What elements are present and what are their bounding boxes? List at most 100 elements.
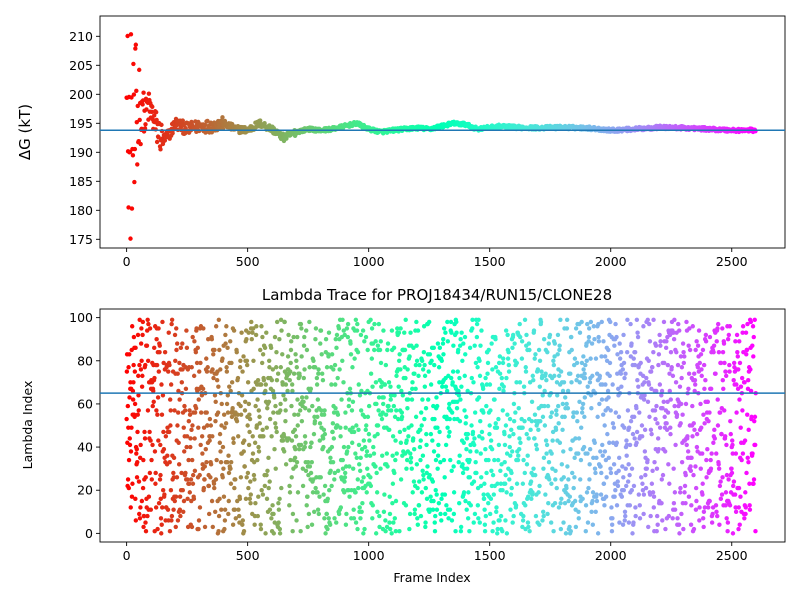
y-tick-label: 190	[69, 145, 93, 160]
lambda-point	[587, 477, 592, 482]
lambda-point	[303, 440, 308, 445]
lambda-point	[665, 410, 671, 415]
lambda-point	[396, 330, 402, 335]
lambda-point	[467, 475, 473, 480]
lambda-point	[174, 347, 179, 353]
lambda-point	[661, 319, 667, 325]
lambda-point	[645, 457, 650, 463]
lambda-point	[553, 427, 559, 433]
lambda-point	[735, 354, 741, 359]
lambda-point	[411, 479, 417, 484]
lambda-point	[551, 358, 556, 363]
lambda-point	[520, 425, 525, 430]
dg-point	[154, 139, 160, 145]
lambda-point	[753, 442, 758, 448]
lambda-point	[730, 531, 736, 536]
lambda-point	[572, 455, 577, 461]
lambda-point	[586, 339, 591, 344]
lambda-point	[269, 516, 274, 521]
lambda-point	[182, 449, 187, 454]
lambda-point	[541, 455, 547, 461]
lambda-point	[464, 447, 469, 452]
lambda-point	[715, 513, 720, 519]
lambda-point	[292, 412, 297, 417]
lambda-point	[492, 457, 497, 463]
lambda-point	[356, 382, 361, 387]
lambda-point	[581, 444, 587, 450]
lambda-point	[603, 382, 608, 387]
lambda-point	[283, 462, 289, 467]
lambda-point	[423, 524, 428, 530]
lambda-point	[238, 403, 243, 409]
lambda-point	[432, 362, 437, 368]
lambda-point	[747, 507, 753, 512]
lambda-point	[176, 462, 182, 467]
lambda-point	[133, 345, 138, 351]
lambda-point	[714, 509, 719, 514]
lambda-point	[231, 328, 237, 333]
lambda-point	[489, 447, 495, 452]
dg-point	[135, 162, 140, 167]
dg-point	[133, 46, 138, 51]
lambda-point	[269, 377, 275, 383]
lambda-point	[521, 384, 527, 389]
lambda-point	[181, 509, 186, 514]
lambda-point	[624, 453, 629, 458]
lambda-point	[695, 343, 701, 348]
lambda-point	[433, 513, 438, 519]
lambda-point	[320, 436, 326, 441]
lambda-point	[364, 453, 369, 458]
lambda-point	[578, 477, 583, 482]
lambda-point	[606, 455, 611, 461]
lambda-point	[654, 529, 659, 534]
lambda-point	[335, 412, 341, 417]
dg-point	[131, 61, 136, 67]
lambda-point	[580, 406, 585, 411]
lambda-point	[502, 431, 507, 437]
lambda-point	[208, 462, 214, 467]
lambda-point	[520, 518, 526, 523]
lambda-point	[154, 408, 159, 413]
lambda-point	[627, 472, 632, 478]
lambda-point	[205, 423, 210, 428]
lambda-point	[524, 332, 529, 338]
lambda-point	[457, 500, 462, 506]
lambda-point	[361, 438, 367, 443]
lambda-point	[212, 347, 217, 353]
lambda-point	[405, 397, 411, 402]
lambda-point	[620, 522, 626, 527]
lambda-point	[399, 414, 405, 420]
lambda-point	[573, 326, 579, 331]
lambda-point	[148, 507, 154, 512]
lambda-point	[155, 395, 161, 400]
lambda-point	[503, 472, 508, 478]
lambda-point	[343, 522, 349, 527]
lambda-point	[352, 356, 357, 361]
lambda-point	[166, 369, 171, 374]
lambda-point	[715, 397, 720, 402]
lambda-point	[174, 326, 179, 331]
lambda-point	[184, 345, 190, 351]
lambda-point	[211, 375, 216, 381]
lambda-point	[183, 386, 189, 392]
lambda-point	[496, 360, 502, 366]
lambda-point	[256, 408, 261, 413]
y-tick-label: 200	[69, 87, 93, 102]
lambda-point	[483, 375, 488, 381]
lambda-point	[660, 518, 665, 523]
lambda-point	[136, 408, 141, 413]
lambda-point	[593, 470, 598, 476]
lambda-point	[342, 475, 348, 480]
dg-x-axis: 0 500 1000 1500 2000 2500	[123, 248, 748, 269]
lambda-point	[615, 483, 621, 489]
lambda-point	[532, 356, 537, 361]
lambda-point	[294, 365, 299, 370]
lambda-point	[217, 440, 223, 445]
lambda-point	[683, 500, 688, 506]
lambda-point	[241, 529, 247, 534]
lambda-point	[437, 429, 442, 435]
lambda-point	[358, 455, 363, 461]
lambda-point	[451, 464, 456, 469]
lambda-point	[529, 418, 535, 424]
lambda-point	[442, 511, 448, 517]
